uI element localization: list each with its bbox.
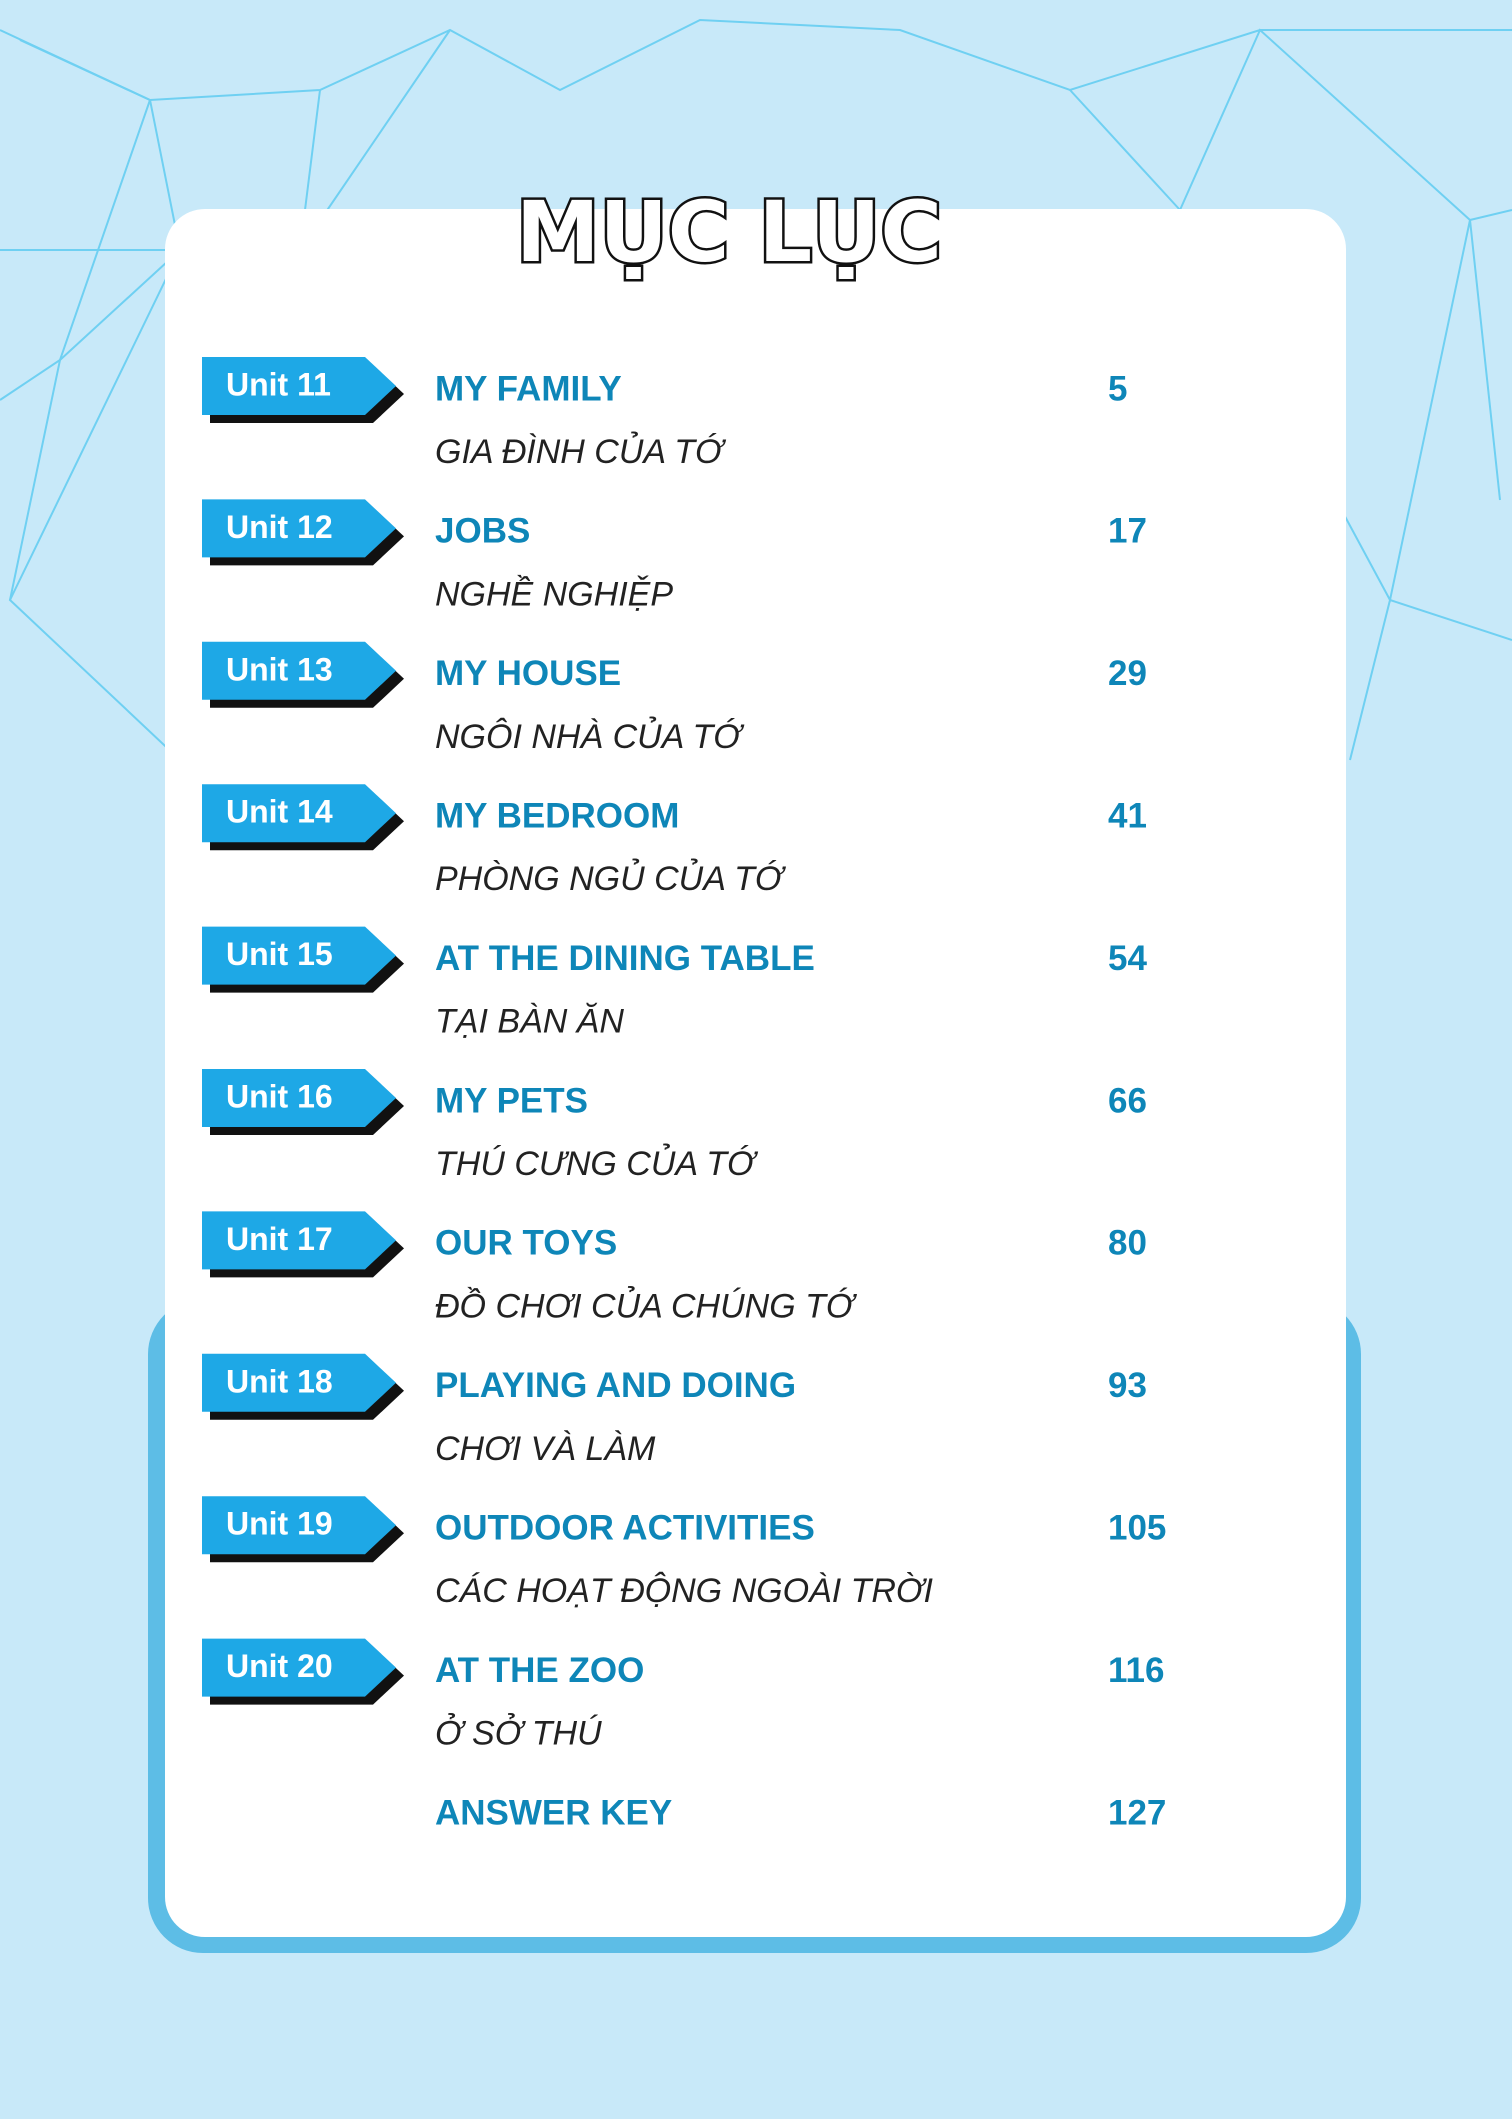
toc-list: Unit 11 MY FAMILY GIA ĐÌNH CỦA TỚ 5 Unit 12 J… (202, 357, 1166, 1832)
entry-title: MY FAMILY (435, 369, 622, 408)
page-number: 93 (1108, 1366, 1147, 1405)
unit-label: Unit 14 (226, 794, 333, 830)
unit-badge (202, 641, 396, 700)
unit-badge (202, 1069, 396, 1127)
entry-subtitle: PHÒNG NGỦ CỦA TỚ (435, 859, 787, 898)
entry-title: OUR TOYS (435, 1224, 617, 1263)
page-number: 17 (1108, 512, 1147, 551)
entry-title: PLAYING AND DOING (435, 1366, 796, 1405)
unit-label: Unit 19 (226, 1506, 333, 1542)
unit-badge (202, 1353, 396, 1412)
unit-label: Unit 13 (226, 651, 333, 687)
page-number: 80 (1108, 1224, 1147, 1263)
entry-subtitle: Ở SỞ THÚ (435, 1714, 602, 1753)
page-number: 29 (1108, 654, 1147, 693)
entry-subtitle: NGHỀ NGHIỆP (435, 575, 673, 613)
entry-title: ANSWER KEY (435, 1793, 672, 1832)
entry-subtitle: ĐỒ CHƠI CỦA CHÚNG TỚ (435, 1286, 858, 1325)
entry-title: MY HOUSE (435, 654, 621, 693)
unit-badge (202, 1638, 396, 1697)
entry-subtitle: CHƠI VÀ LÀM (435, 1430, 656, 1468)
card (165, 209, 1346, 1937)
entry-title: AT THE DINING TABLE (435, 939, 815, 978)
entry-title: AT THE ZOO (435, 1651, 644, 1690)
entry-subtitle: NGÔI NHÀ CỦA TỚ (435, 717, 745, 756)
entry-title: MY PETS (435, 1081, 588, 1120)
unit-badge (202, 926, 396, 985)
entry-subtitle: GIA ĐÌNH CỦA TỚ (435, 432, 727, 471)
unit-label: Unit 12 (226, 509, 333, 545)
unit-label: Unit 11 (226, 366, 331, 402)
page-number: 127 (1108, 1793, 1166, 1832)
unit-label: Unit 18 (226, 1363, 333, 1399)
entry-title: OUTDOOR ACTIVITIES (435, 1508, 815, 1547)
unit-label: Unit 17 (226, 1221, 333, 1257)
page-number: 116 (1108, 1651, 1164, 1690)
unit-badge (202, 357, 396, 415)
unit-label: Unit 15 (226, 936, 333, 972)
entry-subtitle: TẠI BÀN ĂN (435, 1003, 624, 1041)
page-number: 41 (1108, 796, 1147, 835)
entry-subtitle: CÁC HOẠT ĐỘNG NGOÀI TRỜI (435, 1572, 934, 1610)
entry-subtitle: THÚ CƯNG CỦA TỚ (435, 1144, 759, 1183)
entry-title: JOBS (435, 512, 530, 551)
page-number: 5 (1108, 369, 1127, 408)
unit-badge (202, 784, 396, 843)
entry-title: MY BEDROOM (435, 796, 679, 835)
unit-badge (202, 499, 396, 558)
page-number: 54 (1108, 939, 1147, 978)
unit-label: Unit 20 (226, 1648, 333, 1684)
unit-badge (202, 1211, 396, 1270)
unit-label: Unit 16 (226, 1078, 333, 1114)
page-number: 66 (1108, 1081, 1147, 1120)
unit-badge (202, 1496, 396, 1555)
title: MỤC LỤC (516, 183, 942, 281)
page-number: 105 (1108, 1508, 1166, 1547)
